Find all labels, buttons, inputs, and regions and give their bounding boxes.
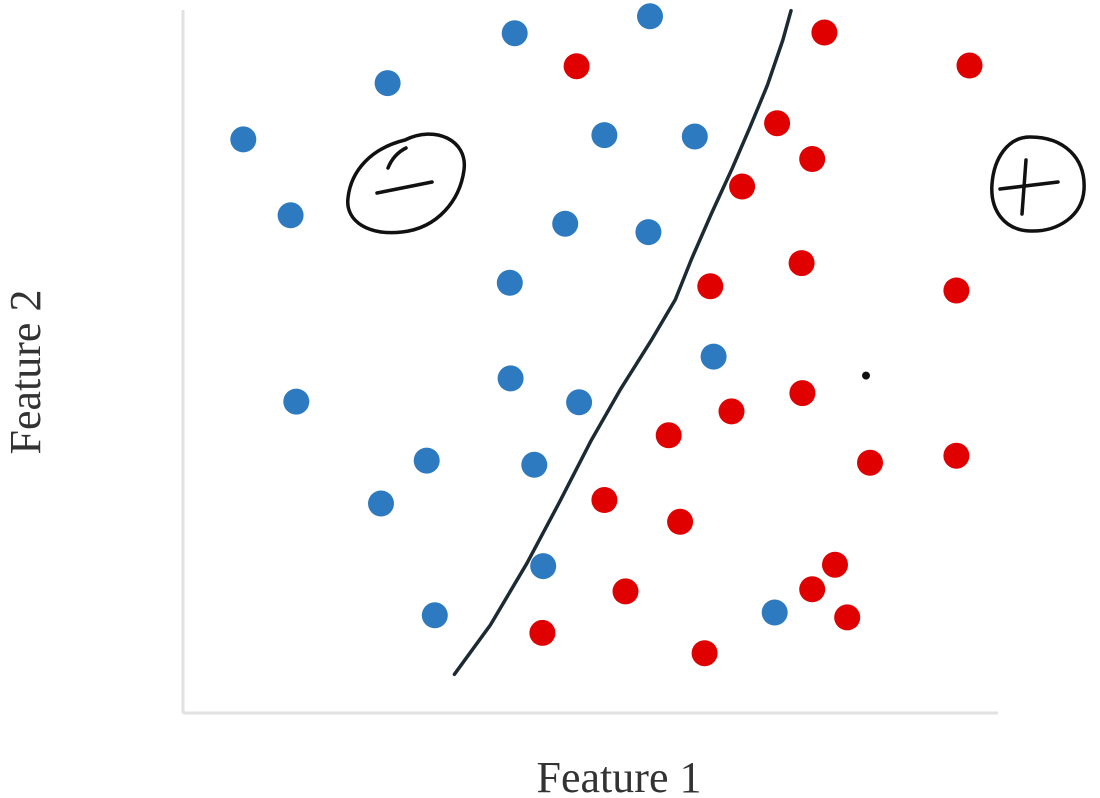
data-points	[230, 3, 983, 667]
positive-data-point	[764, 110, 791, 137]
negative-data-point	[230, 126, 257, 153]
negative-data-point	[496, 269, 523, 296]
negative-data-point	[421, 602, 448, 629]
y-axis-label: Feature 2	[1, 290, 50, 455]
negative-data-point	[681, 123, 708, 150]
positive-data-point	[612, 578, 639, 605]
positive-data-point	[729, 173, 756, 200]
negative-data-point	[637, 3, 663, 30]
negative-data-point	[277, 202, 304, 229]
negative-data-point	[635, 219, 662, 246]
negative-data-point	[591, 122, 618, 149]
positive-data-point	[799, 146, 826, 172]
positive-data-point	[529, 619, 556, 646]
plus-class-annotation	[990, 135, 1086, 233]
positive-data-point	[834, 604, 861, 631]
negative-data-point	[501, 20, 528, 47]
negative-data-point	[552, 210, 579, 237]
decision-boundary-line	[452, 8, 793, 677]
positive-data-point	[943, 442, 970, 469]
positive-data-point	[799, 576, 826, 603]
positive-data-point	[591, 487, 618, 513]
marker-dot	[862, 371, 870, 380]
positive-data-point	[691, 640, 718, 667]
minus-class-annotation	[346, 132, 466, 235]
negative-data-point	[521, 451, 548, 478]
negative-data-point	[700, 343, 727, 370]
x-axis-label: Feature 1	[537, 753, 702, 798]
negative-data-point	[374, 70, 401, 97]
positive-data-point	[697, 273, 724, 300]
negative-data-point	[368, 490, 394, 517]
plus-circle-icon	[990, 135, 1086, 233]
positive-data-point	[956, 52, 983, 79]
negative-data-point	[413, 447, 440, 474]
positive-data-point	[811, 19, 838, 46]
positive-data-point	[655, 422, 682, 449]
positive-data-point	[857, 449, 883, 476]
positive-data-point	[822, 551, 848, 578]
axes	[181, 10, 998, 715]
negative-data-point	[497, 365, 524, 392]
positive-data-point	[789, 380, 816, 407]
negative-data-point	[283, 388, 310, 415]
positive-data-point	[943, 277, 970, 304]
negative-data-point	[530, 553, 557, 580]
positive-data-point	[718, 398, 745, 425]
negative-data-point	[566, 389, 593, 416]
positive-data-point	[563, 53, 590, 80]
negative-data-point	[761, 599, 788, 626]
positive-data-point	[667, 508, 694, 535]
minus-flourish-icon	[386, 146, 408, 170]
minus-circle-icon	[346, 132, 466, 235]
positive-data-point	[788, 250, 815, 277]
plus-horizontal-stroke-icon	[998, 180, 1060, 191]
plus-vertical-stroke-icon	[1020, 158, 1028, 216]
minus-sign-icon	[375, 180, 434, 195]
